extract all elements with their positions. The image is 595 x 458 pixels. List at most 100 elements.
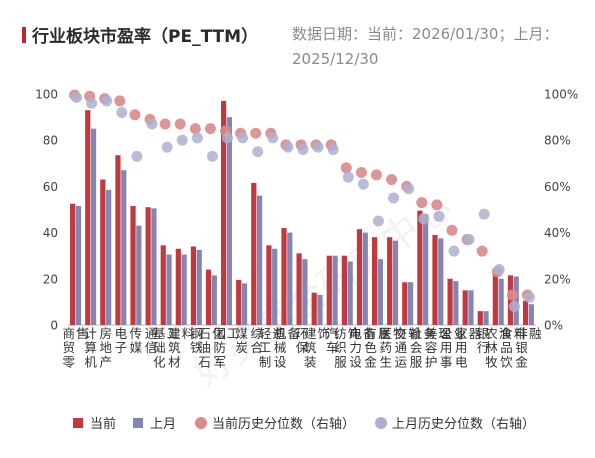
y-left-tick-label: 80 [43,134,58,148]
bar-prev [196,249,202,325]
category-label: 物 [393,326,406,341]
category-label: 有色金 [364,326,377,369]
category-label: 电力设 [349,326,362,369]
dot-current-percentile [506,289,518,301]
bar-prev [106,189,112,325]
dot-prev-percentile [101,95,113,107]
category-label: 业 [454,326,467,341]
bar-current [85,110,91,325]
dot-prev-percentile [297,143,309,155]
category-label: 电子 [115,326,128,355]
bar-current [175,248,181,325]
y-left-tick-label: 40 [43,226,58,240]
dot-prev-percentile [116,106,128,118]
dot-current-percentile [476,245,488,257]
dot-prev-percentile [312,141,324,153]
category-label: 国防军 [213,326,226,369]
y-right-tick-label: 60% [544,180,571,194]
category-label: 煤炭 [235,326,248,355]
legend-label: 当前历史分位数（右轴） [212,416,355,432]
dot-prev-percentile [403,183,415,195]
bar-current [236,279,242,325]
dot-current-percentile [340,162,352,174]
data-date-subtitle: 数据日期：当前：2026/01/30；上月：2025/12/30 [292,25,559,68]
bar-current [70,203,76,325]
bar-current [432,234,438,325]
bar-prev [136,225,142,325]
bar-current [190,246,197,325]
bar-current [296,253,302,325]
bar-prev [528,304,534,325]
category-label: 料 [514,326,527,341]
dot-current-percentile [159,118,171,130]
y-right-tick-label: 40% [544,226,571,240]
bar-prev [483,311,489,325]
category-label: 商贸零 [62,326,75,369]
dot-prev-percentile [267,132,279,144]
axes: 0 20 40 60 80 100 0% 20% 40% 60% 80% 100% [35,88,578,333]
bar-prev [453,281,459,325]
dot-prev-percentile [176,134,188,146]
category-label: 传媒 [130,326,143,355]
category-label: 基础化 [153,326,166,369]
category-label: 工 [227,326,240,341]
dot-prev-percentile [388,192,400,204]
category-label: 非银金 [515,326,528,369]
bar-current [160,245,166,325]
dot-prev-percentile [463,234,475,246]
bar-prev [438,238,444,325]
bar-prev [498,278,504,325]
title-accent-bar [22,27,26,43]
bar-current [522,300,529,325]
bar-prev [90,128,97,325]
bar-prev [332,255,338,325]
category-label: 石油石 [198,326,211,369]
category-label: 公用事 [440,326,453,369]
dot-prev-percentile [146,118,158,130]
bar-current [462,290,468,325]
bar-current [477,311,483,325]
bar-prev [362,232,368,325]
category-label: 渔 [499,326,512,341]
category-label: 房地产 [99,326,112,369]
category-label: 工 [167,326,180,341]
dot-current-percentile [250,127,262,139]
chart-title: 行业板块市盈率（PE_TTM） [32,27,259,47]
bar-current [145,207,151,325]
dot-prev-percentile [493,264,505,276]
dot-prev-percentile [222,132,234,144]
category-label: 食品饮 [500,326,513,369]
dot-prev-percentile [523,291,535,303]
bar-prev [151,208,157,325]
legend-swatch [73,418,83,428]
bar-current [311,292,317,325]
legend-swatch [195,417,207,429]
category-label: 备 [287,326,300,341]
category-label: 输 [408,326,421,341]
category-labels: 商贸零售计算机房地产电子传媒通信基础化工建筑材料钢铁石油石化国防军工煤炭综合轻工… [62,326,542,369]
bar-current [326,255,332,325]
bar-prev [121,170,127,325]
category-label: 通信 [145,326,158,355]
legend-swatch [375,417,387,429]
legend-label: 上月 [150,417,176,432]
dot-prev-percentile [86,97,98,109]
legend-label: 当前 [90,416,116,432]
y-left-tick-label: 0 [50,319,58,333]
dot-prev-percentile [131,150,143,162]
bar-current [492,274,498,325]
bar-current [447,278,453,325]
y-left-tick-label: 60 [43,180,58,194]
dot-prev-percentile [282,141,294,153]
legend-label: 上月历史分位数（右轴） [392,417,535,432]
category-label: 建筑材 [168,326,181,369]
bar-prev [75,206,82,325]
dot-prev-percentile [71,91,83,103]
bar-current [266,245,272,325]
legend: 当前 上月 当前历史分位数（右轴） 上月历史分位数（右轴） [73,416,535,432]
category-label: 售 [76,326,89,341]
dot-prev-percentile [508,301,520,313]
bar-current [205,269,212,325]
category-label: 饰 [348,326,361,341]
